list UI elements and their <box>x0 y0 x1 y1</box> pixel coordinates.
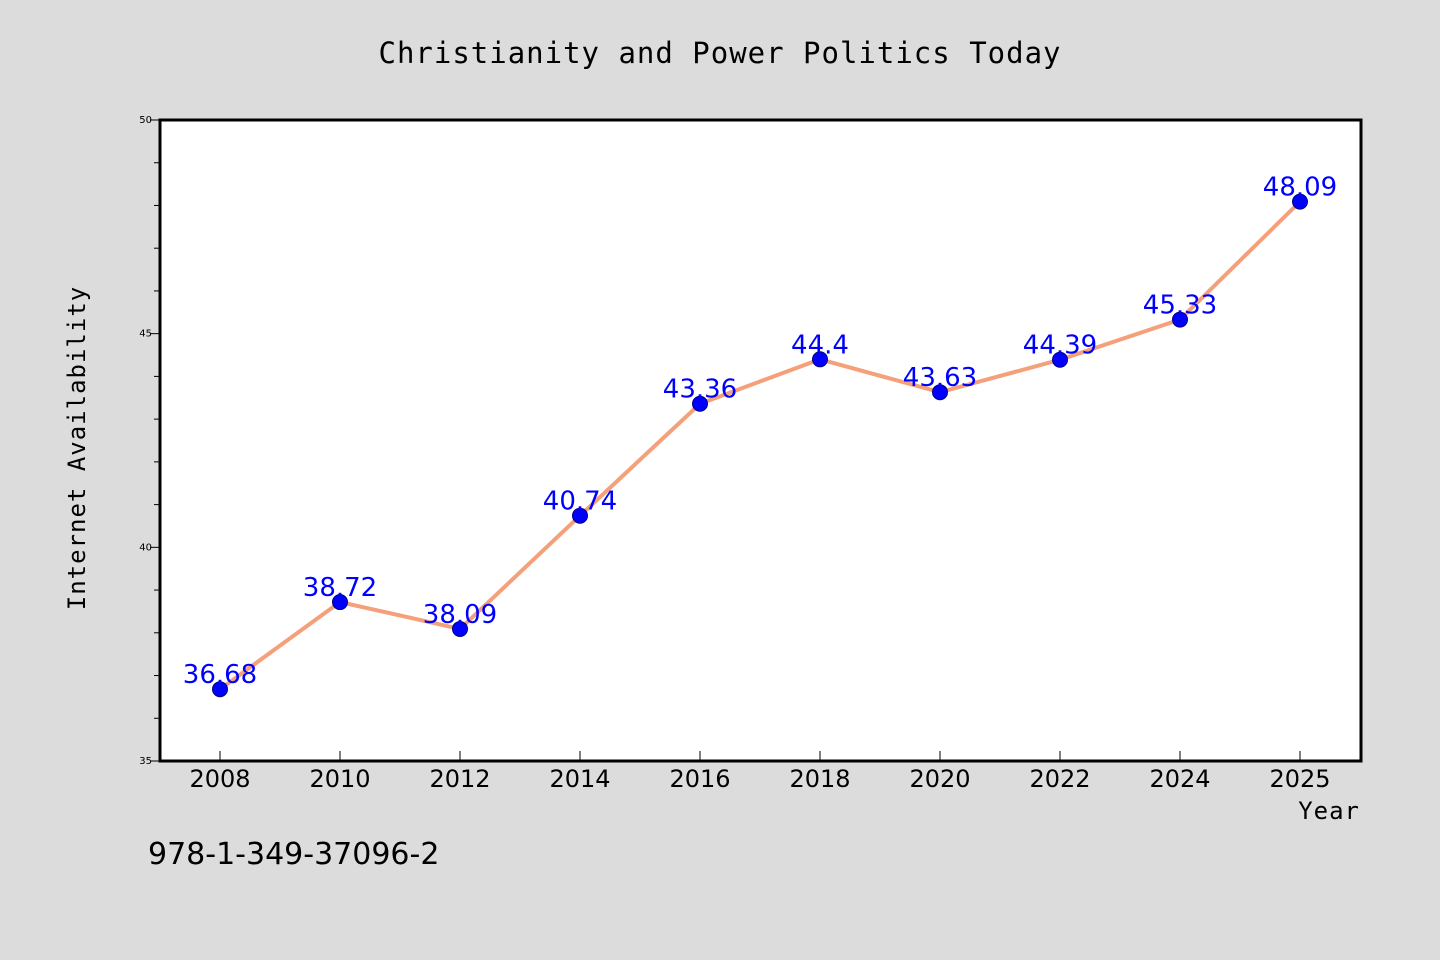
data-point <box>212 681 228 698</box>
data-point <box>1052 351 1068 368</box>
series-line <box>218 199 1302 692</box>
data-label: 40.74 <box>543 487 617 517</box>
x-tick-label: 2018 <box>789 765 850 793</box>
data-label: 38.09 <box>423 600 497 630</box>
data-point <box>812 351 828 368</box>
plot-area <box>160 120 1361 761</box>
isbn-footnote: 978-1-349-37096-2 <box>148 837 439 872</box>
data-label: 44.39 <box>1023 331 1097 361</box>
x-axis: 2008 2010 2012 2014 2016 2018 2020 2022 2024 2025 <box>189 751 1331 793</box>
x-axis-title: Year <box>1298 797 1360 825</box>
chart-title: Christianity and Power Politics Today <box>378 36 1061 70</box>
x-tick-label: 2010 <box>309 765 370 793</box>
data-labels: 36.68 38.72 38.09 40.74 43.36 44.4 43.63 44.39 4… <box>183 173 1337 691</box>
x-tick-label: 2022 <box>1029 765 1090 793</box>
y-tick-label: 50 <box>139 115 152 126</box>
y-tick-label: 45 <box>139 329 152 340</box>
data-label: 36.68 <box>183 660 257 690</box>
data-label: 38.72 <box>303 573 377 603</box>
x-tick-label: 2020 <box>909 765 970 793</box>
data-point <box>332 594 348 611</box>
data-label: 43.36 <box>663 375 737 405</box>
x-tick-label: 2014 <box>549 765 610 793</box>
data-label: 43.63 <box>903 363 977 393</box>
data-label: 48.09 <box>1263 173 1337 203</box>
data-point <box>452 620 468 637</box>
plot-frame <box>158 118 1363 763</box>
data-point <box>572 507 588 524</box>
x-tick-label: 2024 <box>1149 765 1210 793</box>
y-tick-label: 35 <box>139 756 152 767</box>
x-tick-label: 2012 <box>429 765 490 793</box>
y-tick-label: 40 <box>139 542 152 553</box>
data-point <box>1292 193 1308 210</box>
x-tick-label: 2016 <box>669 765 730 793</box>
x-tick-label: 2008 <box>189 765 250 793</box>
data-point <box>1172 311 1188 328</box>
data-label: 44.4 <box>791 330 849 360</box>
y-axis: 35 40 45 50 <box>139 115 160 767</box>
x-tick-label: 2025 <box>1269 765 1330 793</box>
series-internet-availability <box>212 193 1308 698</box>
data-label: 45.33 <box>1143 291 1217 321</box>
data-point <box>692 395 708 412</box>
y-axis-title: Internet Availability <box>63 286 91 610</box>
data-point <box>932 384 948 401</box>
